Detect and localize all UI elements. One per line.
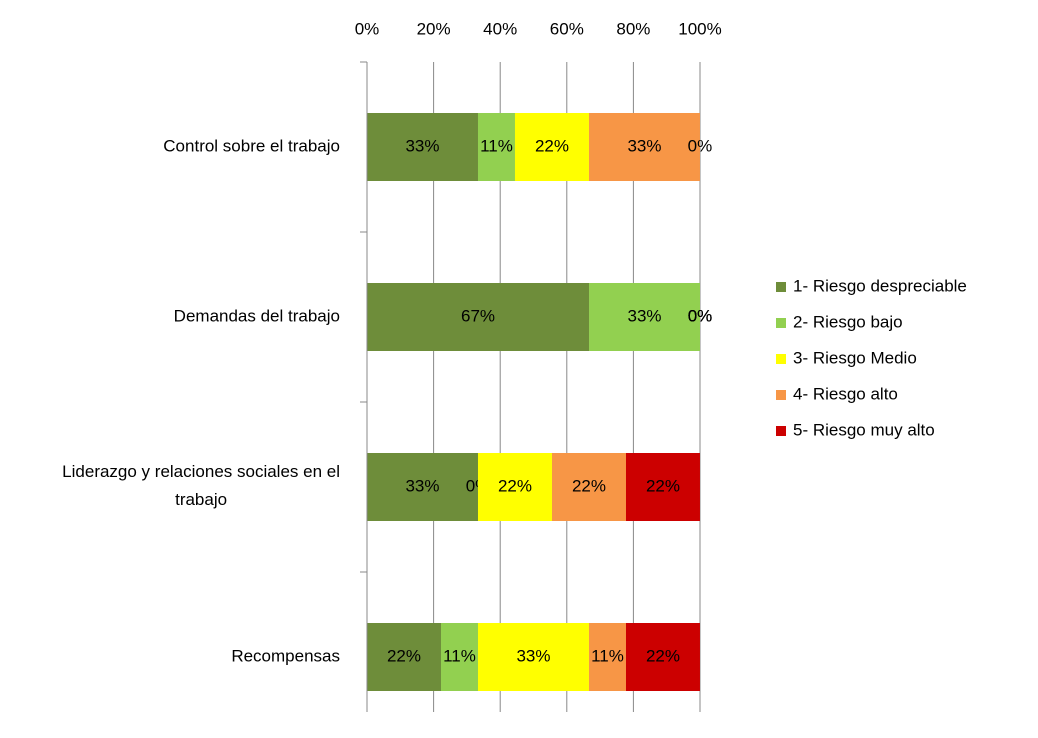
- legend-label: 4- Riesgo alto: [793, 384, 898, 403]
- value-label: 67%: [461, 306, 495, 325]
- category-label: Liderazgo y relaciones sociales en el tra…: [62, 462, 340, 509]
- x-tick-label: 40%: [483, 19, 517, 38]
- legend-swatch: [776, 318, 786, 328]
- bar-segment: [477, 453, 552, 521]
- value-label: 22%: [387, 646, 421, 665]
- x-tick-label: 60%: [550, 19, 584, 38]
- category-label: Recompensas: [231, 646, 340, 665]
- legend-swatch: [776, 282, 786, 292]
- bar-segment: [367, 113, 478, 181]
- value-label: 33%: [627, 136, 661, 155]
- value-label: 0%: [688, 306, 713, 325]
- bar-segment: [625, 453, 700, 521]
- value-label: 33%: [516, 646, 550, 665]
- category-label: Demandas del trabajo: [174, 306, 340, 325]
- value-label: 33%: [405, 136, 439, 155]
- legend-label: 5- Riesgo muy alto: [793, 420, 935, 439]
- value-label: 22%: [572, 476, 606, 495]
- bar-segment: [367, 453, 478, 521]
- value-label: 0%: [688, 136, 713, 155]
- legend-swatch: [776, 354, 786, 364]
- bar-segment: [367, 623, 441, 691]
- value-label: 11%: [591, 646, 624, 665]
- value-label: 11%: [480, 136, 513, 155]
- legend-swatch: [776, 426, 786, 436]
- bar-segment: [477, 623, 589, 691]
- bar-segment: [440, 623, 478, 691]
- value-label: 11%: [443, 646, 476, 665]
- x-tick-label: 0%: [355, 19, 380, 38]
- bar-segment: [589, 283, 700, 351]
- bar-segment: [588, 113, 700, 181]
- legend-label: 3- Riesgo Medio: [793, 348, 917, 367]
- value-label: 0%: [688, 306, 713, 325]
- value-label: 22%: [535, 136, 569, 155]
- bar-segment: [477, 113, 515, 181]
- legend-label: 1- Riesgo despreciable: [793, 276, 967, 295]
- x-tick-label: 100%: [678, 19, 721, 38]
- value-label: 22%: [498, 476, 532, 495]
- bar-segment: [588, 623, 626, 691]
- bar-segment: [367, 283, 590, 351]
- bar-segment: [625, 623, 700, 691]
- category-label: Control sobre el trabajo: [163, 136, 340, 155]
- bar-segment: [514, 113, 589, 181]
- value-label: 22%: [646, 646, 680, 665]
- value-label: 33%: [405, 476, 439, 495]
- value-label: 0%: [688, 306, 713, 325]
- value-label: 33%: [627, 306, 661, 325]
- legend-label: 2- Riesgo bajo: [793, 312, 903, 331]
- x-tick-label: 20%: [417, 19, 451, 38]
- value-label: 22%: [646, 476, 680, 495]
- x-tick-label: 80%: [616, 19, 650, 38]
- bar-segment: [551, 453, 626, 521]
- legend-swatch: [776, 390, 786, 400]
